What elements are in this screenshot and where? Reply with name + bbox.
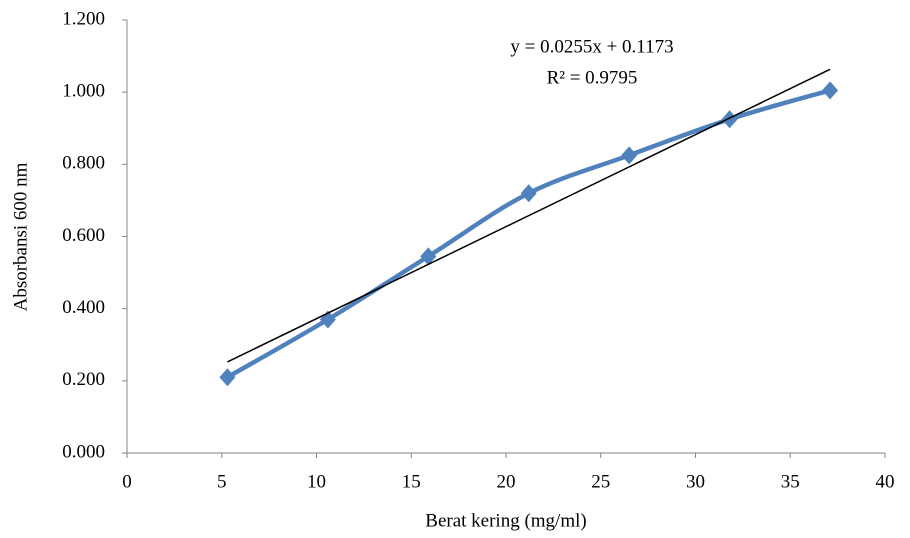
data-line — [226, 88, 831, 380]
data-marker — [219, 368, 236, 387]
x-tick-label: 15 — [402, 471, 421, 492]
x-tick-label: 30 — [686, 471, 705, 492]
x-tick-label: 35 — [781, 471, 800, 492]
trendline — [227, 68, 831, 363]
data-marker — [721, 110, 738, 129]
x-tick-label: 40 — [876, 471, 895, 492]
data-marker — [822, 81, 839, 100]
data-marker — [520, 184, 537, 203]
x-axis-title: Berat kering (mg/ml) — [425, 510, 586, 531]
x-tick-label: 25 — [591, 471, 610, 492]
y-tick-label: 1.000 — [62, 81, 105, 102]
y-tick-label: 0.200 — [62, 369, 105, 390]
trendline-equation: y = 0.0255x + 0.1173 — [510, 36, 673, 57]
y-tick-label: 0.600 — [62, 225, 105, 246]
y-axis-title: Absorbansi 600 nm — [10, 162, 31, 311]
data-marker — [621, 146, 638, 165]
x-tick-label: 20 — [497, 471, 516, 492]
x-tick-label: 5 — [217, 471, 227, 492]
y-tick-label: 1.200 — [62, 8, 105, 29]
y-tick-label: 0.400 — [62, 297, 105, 318]
trendline-r-squared: R² = 0.9795 — [547, 67, 638, 88]
x-tick-label: 0 — [122, 471, 132, 492]
y-tick-label: 0.800 — [62, 153, 105, 174]
x-tick-label: 10 — [307, 471, 326, 492]
data-marker — [420, 247, 437, 266]
y-tick-label: 0.000 — [62, 441, 105, 462]
